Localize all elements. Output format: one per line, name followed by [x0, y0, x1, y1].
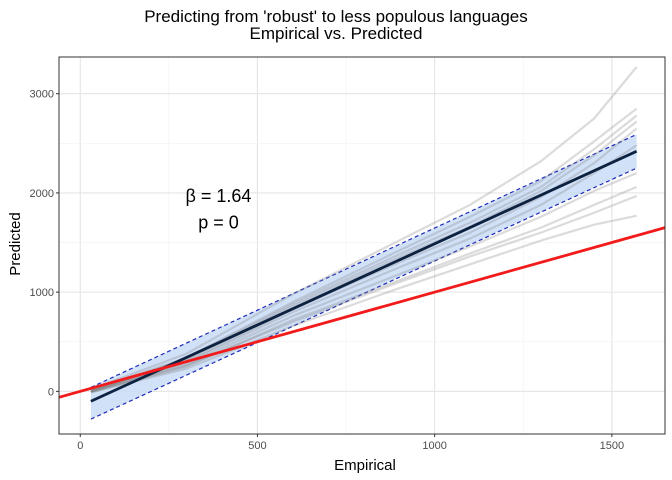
x-tick-label: 1000 [422, 440, 446, 452]
x-axis-label: Empirical [334, 457, 396, 474]
chart-title: Predicting from 'robust' to less populou… [144, 7, 528, 26]
y-tick-label: 2000 [30, 188, 54, 200]
series-line-6 [90, 144, 638, 393]
series-line-5 [90, 127, 638, 393]
series-line-10 [90, 194, 638, 393]
regression-fit-line [90, 149, 638, 403]
y-tick-label: 1000 [30, 287, 54, 299]
x-tick-label: 500 [248, 440, 266, 452]
y-tick-label: 3000 [30, 89, 54, 101]
chart-subtitle: Empirical vs. Predicted [249, 24, 423, 43]
identity-layer [59, 226, 665, 399]
y-tick-label: 0 [48, 386, 54, 398]
band-lower-dashed-line [90, 167, 637, 420]
x-tick-label: 1500 [600, 440, 624, 452]
frame-layer [58, 56, 666, 435]
identity-line [59, 226, 665, 399]
x-tick-label: 0 [77, 440, 83, 452]
axes-layer: 0 500 1000 1500 0 1000 2000 3000 [30, 89, 625, 452]
series-line-9 [90, 214, 637, 394]
panel-border [58, 56, 666, 435]
band-upper-dashed-line [90, 133, 637, 388]
y-axis-label: Predicted [7, 212, 24, 275]
series-line-1 [90, 66, 638, 391]
series-line-8 [90, 185, 638, 394]
beta-annotation: β = 1.64 [186, 186, 252, 206]
series-layer [90, 66, 638, 394]
annotation-layer: β = 1.64 p = 0 [186, 186, 252, 233]
fit-layer [90, 149, 638, 403]
p-value-annotation: p = 0 [198, 213, 239, 233]
